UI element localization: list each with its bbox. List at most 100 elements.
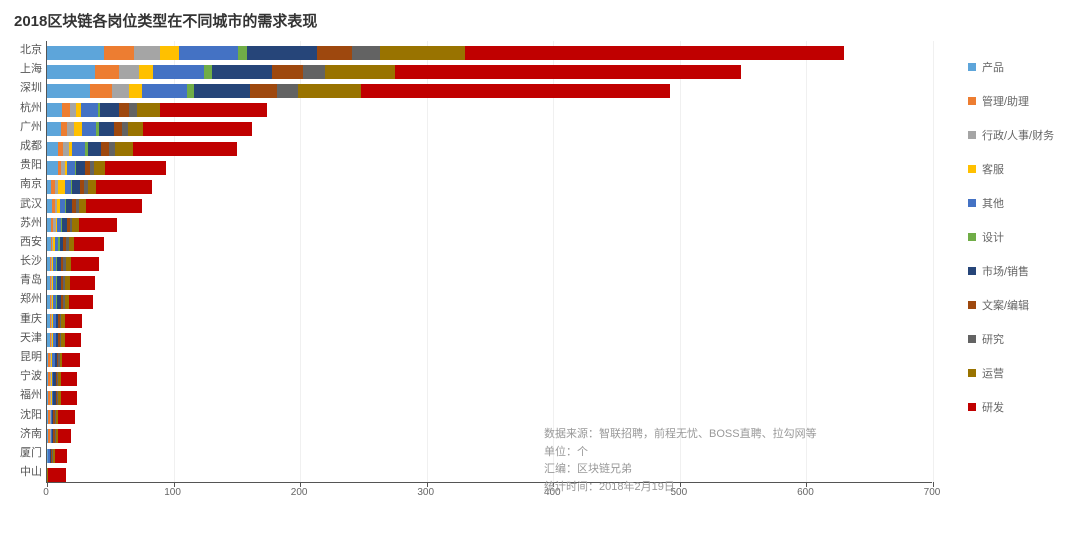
bar-row xyxy=(47,312,932,331)
bar-stack xyxy=(47,333,81,347)
bar-segment-research xyxy=(303,65,326,79)
bar-segment-research xyxy=(129,103,137,117)
bar-stack xyxy=(47,65,741,79)
x-tick-label: 200 xyxy=(291,487,308,498)
y-axis-label: 沈阳 xyxy=(10,406,42,425)
legend-label: 行政/人事/财务 xyxy=(982,127,1054,143)
bar-segment-design xyxy=(238,46,247,60)
y-axis-label: 昆明 xyxy=(10,348,42,367)
bar-segment-admin xyxy=(119,65,139,79)
chart-container: 2018区块链各岗位类型在不同城市的需求表现 北京上海深圳杭州广州成都贵阳南京武… xyxy=(0,0,1080,540)
bar-segment-content xyxy=(114,122,122,136)
bar-segment-marketing xyxy=(76,161,85,175)
legend-label: 市场/销售 xyxy=(982,263,1029,279)
bar-row xyxy=(47,177,932,196)
bar-segment-content xyxy=(250,84,278,98)
bar-segment-ops xyxy=(88,180,97,194)
bar-row xyxy=(47,197,932,216)
bar-segment-marketing xyxy=(212,65,273,79)
bar-segment-other xyxy=(72,142,85,156)
bar-segment-rd xyxy=(86,199,142,213)
y-axis: 北京上海深圳杭州广州成都贵阳南京武汉苏州西安长沙青岛郑州重庆天津昆明宁波福州沈阳… xyxy=(10,41,46,519)
legend-label: 文案/编辑 xyxy=(982,297,1029,313)
chart-body: 北京上海深圳杭州广州成都贵阳南京武汉苏州西安长沙青岛郑州重庆天津昆明宁波福州沈阳… xyxy=(10,41,1062,519)
legend-swatch xyxy=(968,267,976,275)
y-axis-label: 贵阳 xyxy=(10,156,42,175)
bar-row xyxy=(47,235,932,254)
plot-area xyxy=(46,41,932,483)
y-axis-label: 杭州 xyxy=(10,99,42,118)
x-tick-mark xyxy=(300,482,301,487)
y-axis-label: 重庆 xyxy=(10,310,42,329)
bar-segment-ops xyxy=(94,161,105,175)
legend-label: 研发 xyxy=(982,399,1004,415)
bar-row xyxy=(47,101,932,120)
bar-segment-admin xyxy=(112,84,130,98)
bar-segment-content xyxy=(272,65,302,79)
bar-row xyxy=(47,216,932,235)
bar-stack xyxy=(47,237,104,251)
bar-segment-ops xyxy=(137,103,160,117)
bar-segment-ops xyxy=(298,84,361,98)
y-axis-label: 广州 xyxy=(10,118,42,137)
footnote-line: 汇编：区块链兄弟 xyxy=(544,461,817,479)
y-axis-label: 中山 xyxy=(10,463,42,482)
bar-stack xyxy=(47,84,670,98)
bar-segment-rd xyxy=(61,372,77,386)
bar-segment-product xyxy=(47,65,95,79)
bar-stack xyxy=(47,410,75,424)
bar-segment-other xyxy=(142,84,188,98)
bar-stack xyxy=(47,161,166,175)
bar-row xyxy=(47,120,932,139)
bar-segment-rd xyxy=(79,218,117,232)
bar-segment-rd xyxy=(160,103,268,117)
bar-stack xyxy=(47,449,67,463)
bar-segment-rd xyxy=(105,161,166,175)
chart-footnote: 数据来源：智联招聘，前程无忧、BOSS直聘、拉勾网等 单位：个 汇编：区块链兄弟… xyxy=(544,426,817,496)
bar-segment-mgmt xyxy=(62,103,70,117)
x-tick-mark xyxy=(47,482,48,487)
legend-item: 其他 xyxy=(968,195,1062,211)
bar-segment-marketing xyxy=(72,180,80,194)
bar-segment-other xyxy=(67,161,75,175)
legend-item: 产品 xyxy=(968,59,1062,75)
bar-stack xyxy=(47,180,152,194)
bar-segment-rd xyxy=(74,237,104,251)
legend-swatch xyxy=(968,301,976,309)
legend-swatch xyxy=(968,403,976,411)
x-tick-mark xyxy=(933,482,934,487)
legend-item: 研发 xyxy=(968,399,1062,415)
gridline xyxy=(933,41,934,482)
footnote-line: 单位：个 xyxy=(544,444,817,462)
y-axis-label: 上海 xyxy=(10,60,42,79)
legend: 产品管理/助理行政/人事/财务客服其他设计市场/销售文案/编辑研究运营研发 xyxy=(942,41,1062,519)
bar-segment-rd xyxy=(70,276,95,290)
bar-segment-rd xyxy=(143,122,252,136)
bar-segment-other xyxy=(82,122,96,136)
legend-label: 产品 xyxy=(982,59,1004,75)
bar-segment-cs xyxy=(160,46,179,60)
bar-segment-mgmt xyxy=(95,65,119,79)
bar-segment-rd xyxy=(62,353,80,367)
x-tick-label: 0 xyxy=(43,487,49,498)
bar-segment-content xyxy=(101,142,109,156)
legend-item: 运营 xyxy=(968,365,1062,381)
bars-layer xyxy=(47,41,932,484)
bar-segment-ops xyxy=(380,46,465,60)
y-axis-label: 武汉 xyxy=(10,195,42,214)
x-tick-mark xyxy=(427,482,428,487)
bar-segment-rd xyxy=(71,257,99,271)
bar-stack xyxy=(47,218,117,232)
legend-label: 管理/助理 xyxy=(982,93,1029,109)
bar-segment-cs xyxy=(74,122,83,136)
bar-row xyxy=(47,139,932,158)
y-axis-label: 郑州 xyxy=(10,290,42,309)
footnote-line: 统计时间：2018年2月19日 xyxy=(544,479,817,497)
bar-segment-product xyxy=(47,103,62,117)
bar-stack xyxy=(47,391,77,405)
bar-segment-rd xyxy=(58,429,71,443)
bar-row xyxy=(47,408,932,427)
legend-item: 文案/编辑 xyxy=(968,297,1062,313)
bar-row xyxy=(47,331,932,350)
legend-item: 设计 xyxy=(968,229,1062,245)
